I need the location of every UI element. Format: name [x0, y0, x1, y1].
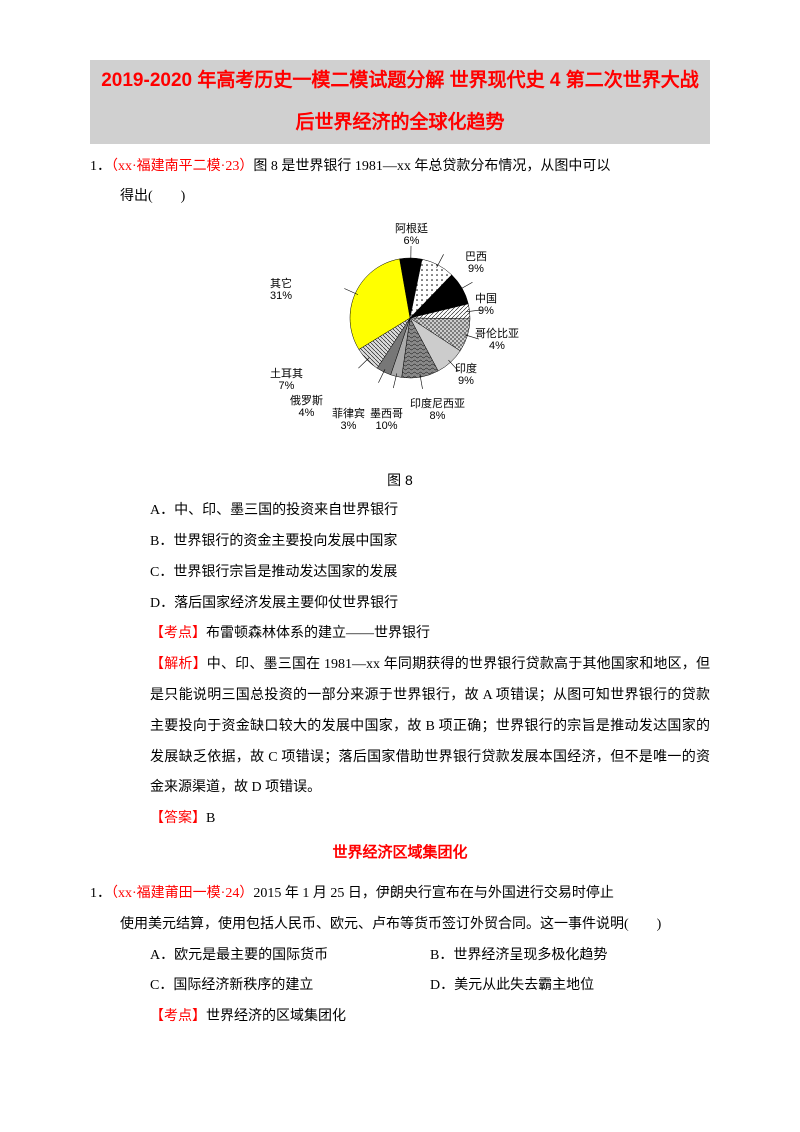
q1-kaodian: 【考点】布雷顿森林体系的建立——世界银行	[90, 619, 710, 650]
pie-slice-label: 其它31%	[270, 278, 292, 302]
pie-slice-label: 土耳其7%	[270, 368, 303, 392]
title-line-1: 2019-2020 年高考历史一模二模试题分解 世界现代史 4 第二次世界大战	[101, 70, 699, 91]
q1-number: 1．	[90, 159, 111, 174]
q1-text-1: 图 8 是世界银行 1981—xx 年总贷款分布情况，从图中可以	[253, 159, 610, 174]
chart-caption: 图 8	[90, 470, 710, 490]
kaodian-text-2: 世界经济的区域集团化	[206, 1009, 346, 1024]
pie-slice-label: 阿根廷6%	[395, 223, 428, 247]
kaodian-label-2: 【考点】	[150, 1009, 206, 1024]
kaodian-label: 【考点】	[150, 626, 206, 641]
q1-source: （xx·福建南平二模·23）	[111, 159, 253, 174]
q2-options-row-1: A．欧元是最主要的国际货币 B．世界经济呈现多极化趋势	[90, 941, 710, 972]
q2-options-row-2: C．国际经济新秩序的建立 D．美元从此失去霸主地位	[90, 971, 710, 1002]
daan-label: 【答案】	[150, 811, 206, 826]
q1-daan: 【答案】B	[90, 804, 710, 835]
q2-option-b: B．世界经济呈现多极化趋势	[430, 941, 710, 972]
pie-slice-label: 俄罗斯4%	[290, 395, 323, 419]
pie-slice-label: 菲律宾3%	[332, 408, 365, 432]
question-2: 1．（xx·福建莆田一模·24）2015 年 1 月 25 日，伊朗央行宣布在与…	[90, 879, 710, 1033]
q2-stem: 1．（xx·福建莆田一模·24）2015 年 1 月 25 日，伊朗央行宣布在与…	[90, 879, 710, 910]
kaodian-text: 布雷顿森林体系的建立——世界银行	[206, 626, 430, 641]
q2-option-d: D．美元从此失去霸主地位	[430, 971, 710, 1002]
main-title: 2019-2020 年高考历史一模二模试题分解 世界现代史 4 第二次世界大战 …	[90, 60, 710, 144]
pie-slice-label: 印度尼西亚8%	[410, 398, 465, 422]
q1-stem-cont: 得出( )	[90, 182, 710, 213]
q1-jiexi: 【解析】中、印、墨三国在 1981—xx 年同期获得的世界银行贷款高于其他国家和…	[90, 650, 710, 804]
q2-option-c: C．国际经济新秩序的建立	[150, 971, 430, 1002]
q2-source: （xx·福建莆田一模·24）	[111, 886, 253, 901]
q2-kaodian: 【考点】世界经济的区域集团化	[90, 1002, 710, 1033]
pie-slice-label: 哥伦比亚4%	[475, 328, 519, 352]
pie-chart-figure: 阿根廷6% 巴西9% 中国9% 哥伦比亚4% 印度9% 印度尼西亚8% 墨西哥10%菲律宾3…	[90, 223, 710, 490]
q2-number: 1．	[90, 886, 111, 901]
title-line-2: 后世界经济的全球化趋势	[295, 112, 504, 133]
pie-chart-container: 阿根廷6% 巴西9% 中国9% 哥伦比亚4% 印度9% 印度尼西亚8% 墨西哥10%菲律宾3…	[250, 223, 550, 463]
daan-text: B	[206, 811, 215, 826]
pie-slice-label: 中国9%	[475, 293, 497, 317]
q1-text-2: 得出( )	[120, 189, 185, 204]
pie-slice-label: 墨西哥10%	[370, 408, 403, 432]
q2-text-1: 2015 年 1 月 25 日，伊朗央行宣布在与外国进行交易时停止	[253, 886, 614, 901]
q2-option-a: A．欧元是最主要的国际货币	[150, 941, 430, 972]
q1-option-d: D．落后国家经济发展主要仰仗世界银行	[90, 589, 710, 620]
q1-stem: 1．（xx·福建南平二模·23）图 8 是世界银行 1981—xx 年总贷款分布…	[90, 152, 710, 183]
q2-stem-cont: 使用美元结算，使用包括人民币、欧元、卢布等货币签订外贸合同。这一事件说明( )	[90, 910, 710, 941]
q2-text-2: 使用美元结算，使用包括人民币、欧元、卢布等货币签订外贸合同。这一事件说明( )	[120, 917, 661, 932]
q1-option-c: C．世界银行宗旨是推动发达国家的发展	[90, 558, 710, 589]
question-1: 1．（xx·福建南平二模·23）图 8 是世界银行 1981—xx 年总贷款分布…	[90, 152, 710, 835]
section-subtitle: 世界经济区域集团化	[90, 835, 710, 871]
q1-option-b: B．世界银行的资金主要投向发展中国家	[90, 527, 710, 558]
jiexi-label: 【解析】	[150, 657, 207, 672]
pie-slice-label: 印度9%	[455, 363, 477, 387]
document-page: 2019-2020 年高考历史一模二模试题分解 世界现代史 4 第二次世界大战 …	[0, 0, 800, 1073]
q1-option-a: A．中、印、墨三国的投资来自世界银行	[90, 496, 710, 527]
jiexi-text: 中、印、墨三国在 1981—xx 年同期获得的世界银行贷款高于其他国家和地区，但…	[150, 657, 710, 795]
pie-slice-label: 巴西9%	[465, 251, 487, 275]
